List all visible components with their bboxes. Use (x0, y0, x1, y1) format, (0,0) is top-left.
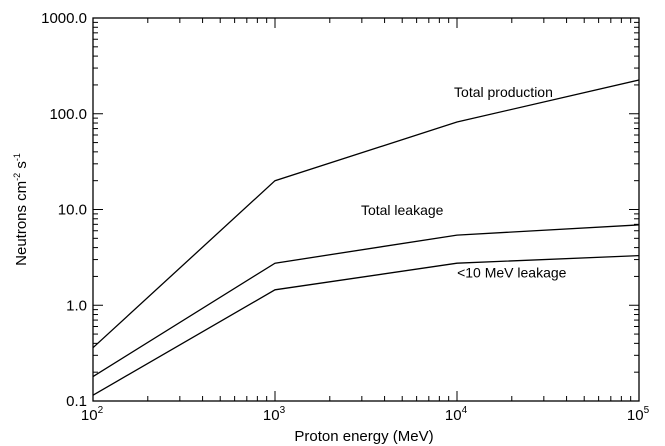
ticks-layer (92, 17, 640, 402)
y-axis-label: Neutrons cm-2 s-1 (12, 153, 30, 266)
x-tick-label: 105 (627, 405, 650, 424)
y-tick-label: 1.0 (66, 297, 87, 314)
y-tick-label: 0.1 (66, 393, 87, 410)
series-layer (92, 79, 640, 396)
labels-layer: 102 103 104 105 0.1 1.0 10.0 100.0 1000.0 Total p… (12, 10, 650, 445)
x-axis-label: Proton energy (MeV) (294, 428, 433, 445)
y-tick-label: 10.0 (58, 202, 87, 219)
series-line-3 (92, 254, 640, 396)
x-tick-label: 102 (81, 405, 104, 424)
y-tick-label: 100.0 (49, 106, 87, 123)
series-line-1 (92, 79, 640, 349)
curve-annotation-1: Total production (454, 84, 553, 100)
y-tick-label: 1000.0 (41, 10, 87, 27)
curve-annotation-2: Total leakage (361, 202, 444, 218)
plot-frame (92, 17, 640, 402)
curve-annotation-3: <10 MeV leakage (457, 264, 567, 280)
x-tick-label: 104 (445, 405, 468, 424)
x-tick-label: 103 (263, 405, 286, 424)
series-line-2 (92, 224, 640, 378)
